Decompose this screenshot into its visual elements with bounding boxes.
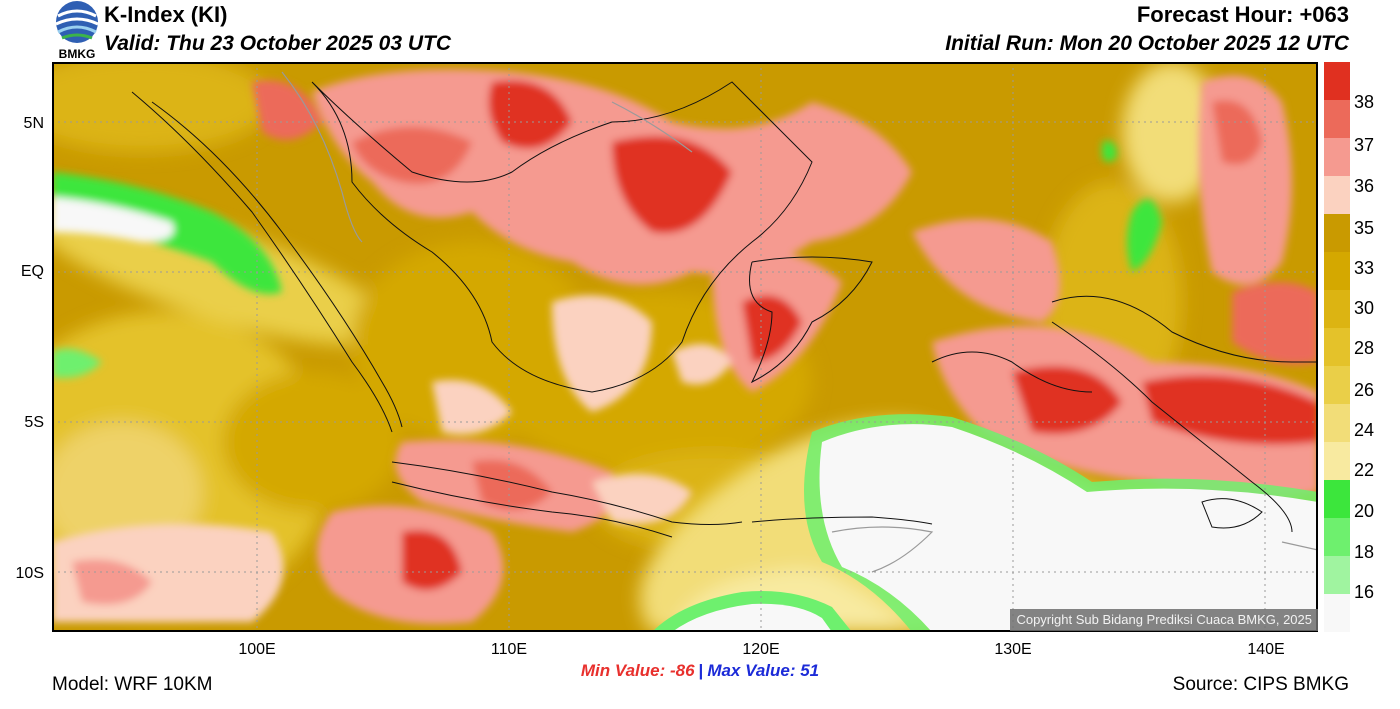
lat-label: 5S (24, 414, 44, 431)
min-value: Min Value: -86 (580, 661, 695, 680)
legend-label: 38 (1354, 92, 1375, 112)
copyright-notice: Copyright Sub Bidang Prediksi Cuaca BMKG… (1010, 609, 1318, 631)
k-index-map (52, 62, 1318, 632)
legend-label: 37 (1354, 135, 1375, 155)
color-legend (1324, 62, 1350, 632)
legend-label: 36 (1354, 176, 1375, 196)
legend-swatch (1324, 290, 1350, 329)
legend-label: 30 (1354, 298, 1375, 318)
lon-label: 120E (742, 641, 780, 658)
coastlines (131, 81, 1318, 538)
legend-swatch (1324, 556, 1350, 595)
legend-swatch (1324, 100, 1350, 139)
legend-label: 16 (1354, 582, 1375, 602)
lon-label: 110E (490, 641, 528, 658)
logo-text: BMKG (59, 47, 96, 60)
initial-run: Initial Run: Mon 20 October 2025 12 UTC (945, 32, 1349, 55)
map-gridlines (52, 62, 1318, 632)
legend-swatch (1324, 176, 1350, 215)
legend-swatch (1324, 252, 1350, 291)
legend-swatch (1324, 404, 1350, 443)
legend-swatch (1324, 366, 1350, 405)
legend-label: 22 (1354, 460, 1375, 480)
lon-label: 140E (1247, 641, 1285, 658)
legend-swatch (1324, 480, 1350, 519)
map-canvas (52, 62, 1318, 632)
valid-time: Valid: Thu 23 October 2025 03 UTC (104, 32, 451, 55)
field-low-values (52, 141, 1162, 378)
legend-swatch (1324, 214, 1350, 253)
coastlines-gray (281, 71, 1318, 573)
forecast-hour: Forecast Hour: +063 (1136, 2, 1349, 27)
min-max-values: Min Value: -86 | Max Value: 51 (0, 661, 1400, 681)
legend-label: 20 (1354, 501, 1375, 521)
legend-swatch (1324, 328, 1350, 367)
lat-label: 10S (15, 565, 44, 582)
legend-label: 35 (1354, 218, 1375, 238)
field-clear-air (652, 414, 1318, 632)
source-label: Source: CIPS BMKG (1172, 674, 1349, 695)
bmkg-logo: BMKG (55, 1, 99, 60)
lat-label: 5N (23, 115, 44, 132)
max-value: Max Value: 51 (707, 661, 820, 680)
model-label: Model: WRF 10KM (52, 674, 213, 695)
field-convective (52, 69, 1318, 624)
legend-swatch (1324, 442, 1350, 481)
legend-label: 26 (1354, 380, 1375, 400)
min-max-separator: | (698, 661, 704, 680)
lat-label: EQ (20, 263, 44, 280)
legend-label: 33 (1354, 258, 1375, 278)
page-title: K-Index (KI) (104, 2, 228, 27)
legend-label: 24 (1354, 420, 1375, 440)
legend-swatch (1324, 518, 1350, 557)
legend-swatch (1324, 594, 1350, 632)
legend-label: 28 (1354, 338, 1375, 358)
legend-swatch (1324, 138, 1350, 177)
legend-swatch (1324, 62, 1350, 101)
lon-label: 100E (238, 641, 276, 658)
lon-label: 130E (994, 641, 1032, 658)
legend-label: 18 (1354, 542, 1375, 562)
